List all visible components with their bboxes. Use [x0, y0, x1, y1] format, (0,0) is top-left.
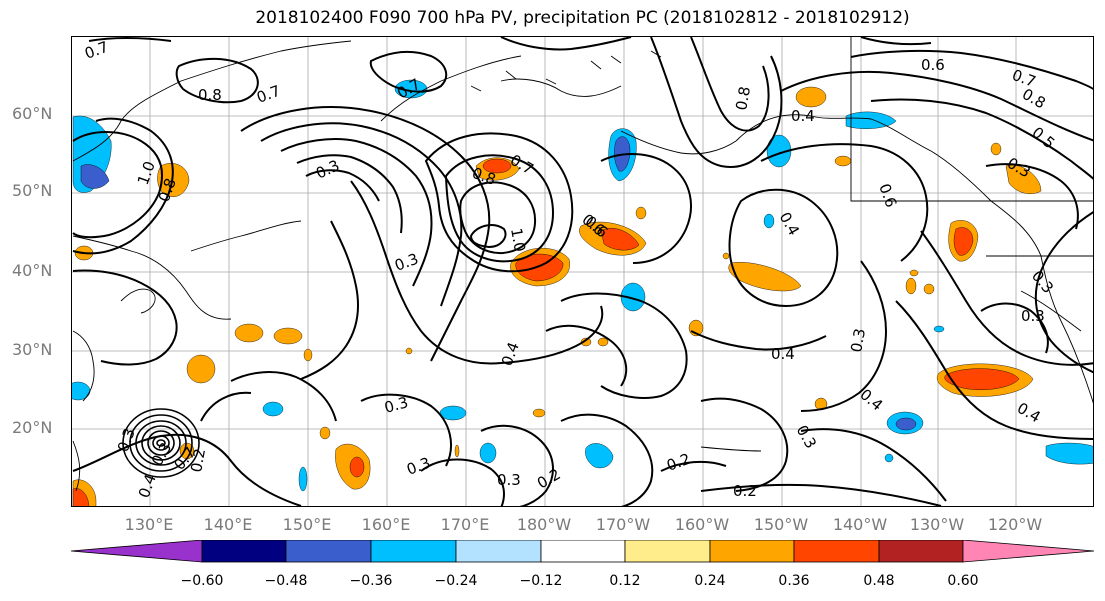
contour-label: 0.4 — [791, 107, 815, 125]
colorbar-tick-label: −0.48 — [264, 573, 308, 589]
colorbar-segment — [624, 540, 711, 563]
colorbar-tick-label: −0.36 — [349, 573, 393, 589]
lon-label-170e: 170°E — [440, 515, 490, 534]
contour-label: 0.6 — [875, 181, 900, 210]
colorbar-segment — [709, 540, 795, 563]
lon-label-170w: 170°W — [595, 515, 651, 534]
contour-label: 0.7 — [82, 38, 111, 63]
contour-label: 0.2 — [664, 450, 693, 475]
coastlines — [72, 37, 1093, 492]
contour-label: 0.3 — [382, 393, 410, 417]
lon-label-130e: 130°E — [124, 515, 174, 534]
colorbar-segment — [370, 540, 457, 563]
colorbar-tick-label: 0.60 — [947, 573, 979, 589]
lon-label-120w: 120°W — [987, 515, 1043, 534]
contour-label: 1.0 — [134, 159, 159, 188]
typhoon-contours — [122, 408, 200, 478]
contour-label: 0.3 — [148, 439, 176, 469]
contour-label: 0.7 — [1010, 66, 1039, 91]
contour-label: 0.4 — [498, 340, 523, 369]
colorbar-tick-label: 0.24 — [694, 573, 726, 589]
colorbar-tick-label: −0.12 — [519, 573, 563, 589]
colorbar-segment — [201, 540, 287, 563]
colorbar-tick-label: 0.48 — [863, 573, 895, 589]
contour-label: 0.3 — [313, 156, 342, 182]
contour-label: 0.3 — [404, 454, 433, 479]
colorbar-tick-label: −0.24 — [434, 573, 478, 589]
lon-label-130w: 130°W — [909, 515, 965, 534]
colorbar-segment — [793, 540, 880, 563]
contour-label: 0.8 — [732, 85, 754, 112]
colorbar-segment — [878, 540, 964, 563]
graticule — [72, 37, 1093, 506]
lat-label-50n: 50°N — [12, 181, 53, 200]
contour-label: 0.3 — [1028, 267, 1057, 297]
lat-label-60n: 60°N — [12, 104, 53, 123]
contour-label: 0.4 — [1014, 399, 1044, 427]
contour-label: 0.2 — [187, 447, 209, 474]
lon-label-160e: 160°E — [361, 515, 411, 534]
contour-label: 0.4 — [771, 345, 795, 363]
pv-contours — [72, 37, 1093, 506]
colorbar — [70, 540, 1095, 563]
colorbar-segment — [70, 540, 203, 563]
map-frame: 0.7 0.8 0.7 0.7 0.3 1.0 0.8 0.8 1.0 0.3 … — [71, 36, 1094, 507]
lon-label-140w: 140°W — [832, 515, 888, 534]
colorbar-segment — [962, 540, 1095, 563]
lat-label-40n: 40°N — [12, 261, 53, 280]
contour-label: 0.8 — [1019, 85, 1049, 113]
contour-label: 0.3 — [847, 327, 869, 354]
contour-label: 0.4 — [776, 209, 804, 239]
contour-label: 0.3 — [392, 250, 421, 275]
colorbar-segments — [70, 540, 1095, 563]
colorbar-segment — [285, 540, 372, 563]
colorbar-tick-label: 0.36 — [778, 573, 810, 589]
lat-label-30n: 30°N — [12, 340, 53, 359]
contour-label: 0.3 — [793, 422, 821, 452]
map-canvas: 0.7 0.8 0.7 0.7 0.3 1.0 0.8 0.8 1.0 0.3 … — [72, 37, 1093, 506]
contour-label: 0.7 — [394, 75, 424, 103]
contour-label: 0.3 — [497, 471, 521, 489]
lat-label-20n: 20°N — [12, 418, 53, 437]
lon-label-180w: 180°W — [516, 515, 572, 534]
lon-label-140e: 140°E — [203, 515, 253, 534]
contour-label: 0.3 — [114, 426, 139, 455]
contour-label: 0.2 — [534, 465, 564, 493]
contour-label: 0.6 — [921, 56, 945, 74]
colorbar-segment — [540, 540, 626, 563]
lon-label-150e: 150°E — [282, 515, 332, 534]
contour-label: 0.8 — [198, 86, 222, 104]
lon-label-150w: 150°W — [753, 515, 809, 534]
contour-label: 1.0 — [507, 227, 529, 254]
colorbar-segment — [455, 540, 542, 563]
contour-label: 0.2 — [733, 482, 757, 500]
page-title: 2018102400 F090 700 hPa PV, precipitatio… — [255, 8, 910, 28]
colorbar-tick-label: 0.12 — [609, 573, 641, 589]
lon-label-160w: 160°W — [674, 515, 730, 534]
contour-label: 0.3 — [1021, 307, 1045, 325]
colorbar-tick-label: −0.60 — [180, 573, 224, 589]
